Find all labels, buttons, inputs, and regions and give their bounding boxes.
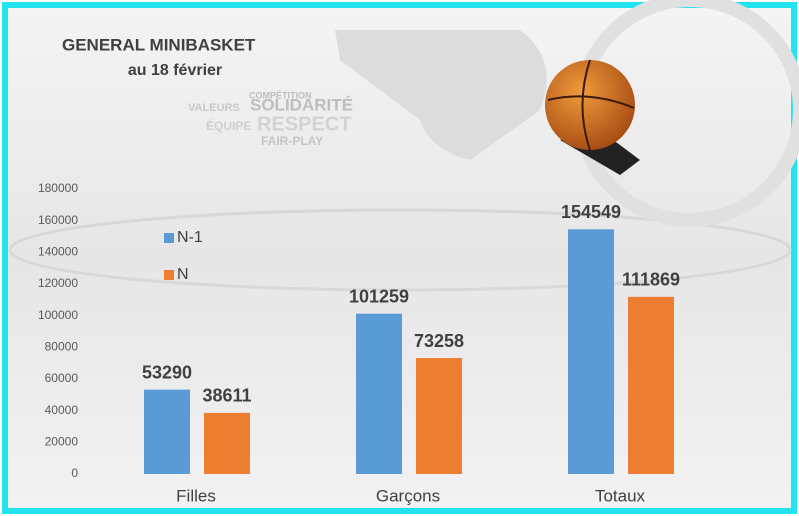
chart-subtitle: au 18 février (128, 62, 222, 79)
y-tick-label: 140000 (38, 245, 78, 259)
y-tick-label: 0 (71, 466, 78, 480)
y-tick-label: 160000 (38, 213, 78, 227)
annotation: VALEURS (188, 102, 240, 114)
y-tick-label: 40000 (45, 403, 79, 417)
bar (628, 296, 674, 474)
legend-swatch (164, 270, 174, 280)
annotation: SOLIDARITÉ (250, 95, 353, 114)
y-tick-label: 180000 (38, 181, 78, 195)
y-tick-label: 20000 (45, 435, 79, 449)
value-label: 111869 (622, 270, 680, 290)
y-tick-label: 120000 (38, 276, 78, 290)
y-tick-label: 80000 (45, 340, 79, 354)
legend-label: N-1 (177, 229, 203, 246)
y-tick-label: 60000 (45, 371, 79, 385)
y-tick-label: 100000 (38, 308, 78, 322)
bar (144, 389, 190, 474)
x-tick-label: Filles (176, 486, 216, 505)
chart-title: GENERAL MINIBASKET (62, 35, 256, 54)
x-tick-label: Garçons (376, 486, 440, 505)
value-label: 38611 (202, 386, 251, 406)
decor (8, 0, 799, 292)
value-label: 73258 (414, 331, 464, 351)
annotation: FAIR-PLAY (261, 134, 323, 148)
annotation: ÉQUIPE (206, 118, 251, 133)
value-label: 53290 (142, 362, 192, 382)
bar (568, 229, 614, 474)
annotation: RESPECT (257, 113, 351, 135)
legend-swatch (164, 233, 174, 243)
bar (356, 313, 402, 474)
legend-label: N (177, 266, 189, 283)
bar (204, 412, 250, 474)
value-label: 154549 (561, 202, 621, 222)
x-tick-label: Totaux (595, 486, 646, 505)
value-label: 101259 (349, 286, 409, 306)
bar (416, 358, 462, 474)
annotation: COMPÉTITION (249, 90, 312, 100)
